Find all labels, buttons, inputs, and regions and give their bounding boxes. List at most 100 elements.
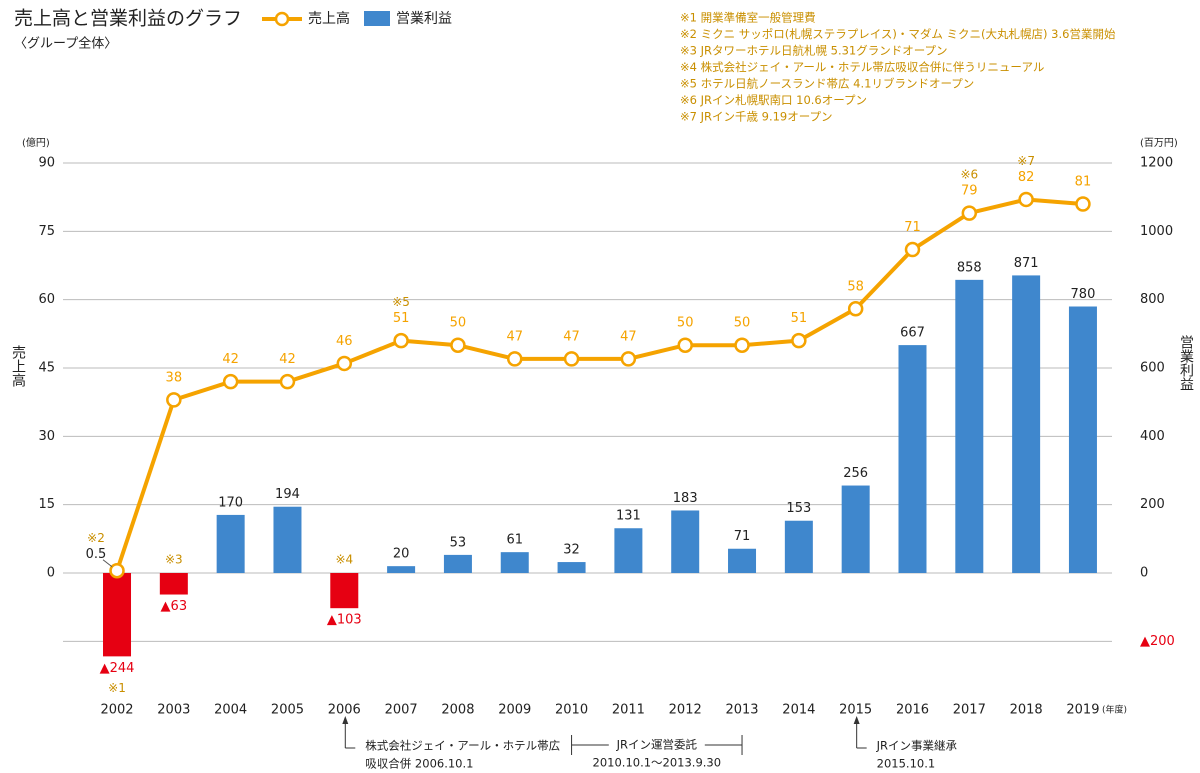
bar-value-label: 871 xyxy=(1014,256,1039,271)
line-note: ※2 xyxy=(87,531,105,545)
bar xyxy=(103,573,132,657)
footnote: ※3 JRタワーホテル日航札幌 5.31グランドオープン xyxy=(680,44,948,58)
line-value-label: 51 xyxy=(393,311,410,326)
line-marker xyxy=(563,351,580,367)
line-value-label: 47 xyxy=(506,329,523,344)
line-marker xyxy=(393,332,409,349)
line-value-label: 47 xyxy=(620,329,637,344)
line-value-label: 42 xyxy=(222,352,239,367)
chart-subtitle: 〈グループ全体〉 xyxy=(14,36,117,52)
y-tick-label: 60 xyxy=(38,292,55,307)
x-tick-label: 2002 xyxy=(100,703,133,718)
bar xyxy=(216,514,245,573)
bar-value-label: ▲63 xyxy=(161,599,188,614)
x-tick-label: 2003 xyxy=(157,703,190,718)
bar xyxy=(443,554,472,573)
footnote: ※5 ホテル日航ノースランド帯広 4.1リブランドオープン xyxy=(680,77,974,91)
line-value-label: 50 xyxy=(450,316,467,331)
line-note: ※6 xyxy=(960,168,978,182)
line-value-label: 58 xyxy=(847,279,864,294)
x-tick-label: 2015 xyxy=(839,703,872,718)
x-tick-label: 2017 xyxy=(953,703,986,718)
event-text: JRイン事業継承 xyxy=(876,739,958,753)
bar-note: ※1 xyxy=(108,681,126,695)
x-tick-label: 2019 xyxy=(1066,703,1099,718)
line-marker xyxy=(222,373,239,390)
line-marker xyxy=(961,205,978,221)
line-marker xyxy=(450,337,466,353)
x-tick-label: 2011 xyxy=(612,703,645,718)
bar xyxy=(557,562,586,573)
bar-value-label: 20 xyxy=(393,547,410,562)
bar-value-label: 71 xyxy=(734,529,751,544)
event-text: JRイン運営委託 xyxy=(616,738,698,752)
y-tick-label: 75 xyxy=(38,224,55,239)
x-tick-label: 2007 xyxy=(385,703,418,718)
bar xyxy=(1012,275,1041,573)
line-marker xyxy=(166,392,182,408)
x-tick-label: 2012 xyxy=(669,703,702,718)
y2-tick-label: 400 xyxy=(1140,429,1165,444)
chart-title: 売上高と営業利益のグラフ xyxy=(14,8,242,30)
event-text: 2010.10.1～2013.9.30 xyxy=(593,756,722,770)
event-text: 吸収合併 2006.10.1 xyxy=(365,757,473,771)
bar xyxy=(614,528,643,573)
line-marker xyxy=(904,241,921,258)
bar xyxy=(330,573,359,609)
event-text: 株式会社ジェイ・アール・ホテル帯広 xyxy=(365,739,560,753)
y2-tick-label: 1000 xyxy=(1140,224,1173,239)
bar-value-label: 780 xyxy=(1071,287,1096,302)
bar xyxy=(273,506,302,573)
line-value-label: 47 xyxy=(563,329,580,344)
x-tick-label: 2016 xyxy=(896,703,929,718)
line-marker xyxy=(620,351,637,367)
x-tick-label: 2013 xyxy=(725,703,758,718)
line-value-label: 82 xyxy=(1018,170,1035,185)
line-marker xyxy=(1075,196,1091,212)
y-tick-label: 30 xyxy=(38,429,55,444)
bar-note: ※4 xyxy=(335,553,353,567)
line-value-label: 0.5 xyxy=(86,547,107,562)
bar xyxy=(784,520,813,573)
line-marker xyxy=(279,373,296,390)
line-marker xyxy=(109,562,125,579)
bar-value-label: 131 xyxy=(616,509,641,524)
bar xyxy=(728,548,757,573)
bar xyxy=(500,552,529,573)
y-unit: (億円) xyxy=(22,136,50,149)
x-tick-label: 2006 xyxy=(328,703,361,718)
line-value-label: 38 xyxy=(166,370,183,385)
line-note: ※5 xyxy=(392,295,410,309)
bar xyxy=(671,510,700,573)
bar xyxy=(159,573,188,595)
bar-note: ※3 xyxy=(165,553,183,567)
y2-unit: (百万円) xyxy=(1140,137,1178,149)
bar-value-label: 667 xyxy=(900,326,925,341)
bar-value-label: 32 xyxy=(563,543,580,558)
line-marker xyxy=(677,337,693,353)
line-value-label: 42 xyxy=(279,352,296,367)
line-marker xyxy=(507,351,523,367)
bar-value-label: 170 xyxy=(218,495,243,510)
footnote: ※2 ミクニ サッポロ(札幌ステラプレイス)・マダム ミクニ(大丸札幌店) 3.… xyxy=(680,27,1116,41)
y2-axis-label: 営業利益 xyxy=(1178,335,1194,391)
bar-value-label: ▲244 xyxy=(100,661,135,676)
bar-value-label: 858 xyxy=(957,260,982,275)
sales-line xyxy=(115,197,1084,572)
legend-swatch xyxy=(364,11,390,26)
y-tick-label: 15 xyxy=(38,497,55,512)
x-tick-label: 2014 xyxy=(782,703,815,718)
bar xyxy=(898,345,927,573)
bar-value-label: 256 xyxy=(843,466,868,481)
bar xyxy=(1068,306,1097,573)
line-marker xyxy=(734,337,750,353)
line-note: ※7 xyxy=(1017,154,1035,168)
line-marker xyxy=(336,355,353,372)
y2-tick-label: 200 xyxy=(1140,497,1165,512)
line-value-label: 50 xyxy=(677,316,694,331)
event-arrowhead xyxy=(853,716,860,724)
bar-value-label: 194 xyxy=(275,487,300,502)
line-value-label: 46 xyxy=(336,334,353,349)
line-value-label: 71 xyxy=(904,220,921,235)
y2-tick-label: ▲200 xyxy=(1140,634,1175,649)
